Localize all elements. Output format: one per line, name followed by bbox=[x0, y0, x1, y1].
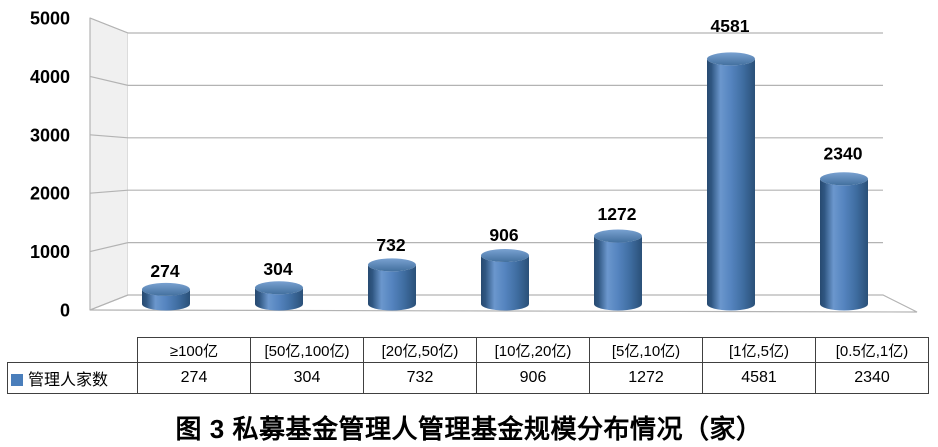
y-axis-tick-label: 3000 bbox=[30, 125, 70, 145]
table-header-cell: [5亿,10亿) bbox=[589, 337, 703, 363]
table-value-cell: 274 bbox=[137, 362, 251, 394]
y-axis-labels-group: 0 1000 2000 3000 4000 5000 bbox=[30, 9, 70, 321]
gridline-side-segment bbox=[89, 134, 129, 139]
table-header-cell: [1亿,5亿) bbox=[702, 337, 816, 363]
table-value-cell: 1272 bbox=[589, 362, 703, 394]
gridline-side-segment bbox=[89, 294, 129, 311]
table-value-cell: 2340 bbox=[815, 362, 929, 394]
bar-cylinder-top bbox=[707, 52, 755, 66]
bar-cylinder bbox=[368, 264, 416, 311]
table-value-cell: 906 bbox=[476, 362, 590, 394]
table-corner-cell bbox=[8, 338, 138, 363]
figure-title: 图 3 私募基金管理人管理基金规模分布情况（家） bbox=[175, 414, 763, 444]
bar-cylinder bbox=[820, 178, 868, 311]
side-wall bbox=[89, 17, 129, 311]
legend-marker-icon bbox=[11, 374, 23, 386]
table-value-cell: 4581 bbox=[702, 362, 816, 394]
bar-value-label: 4581 bbox=[711, 16, 750, 36]
gridline-side-segment bbox=[89, 189, 129, 194]
data-table: ≥100亿 [50亿,100亿) [20亿,50亿) [10亿,20亿) [5亿… bbox=[7, 337, 929, 394]
bar-cylinder bbox=[707, 58, 755, 311]
table-header-cell: ≥100亿 bbox=[137, 337, 251, 363]
bar-value-label: 304 bbox=[263, 259, 292, 279]
y-axis-tick-label: 0 bbox=[60, 301, 70, 321]
y-axis-tick-label: 4000 bbox=[30, 67, 70, 87]
series-label-cell: 管理人家数 bbox=[7, 362, 138, 394]
table-header-cell: [0.5亿,1亿) bbox=[815, 337, 929, 363]
bar-value-label: 906 bbox=[489, 225, 518, 245]
bar-value-label: 274 bbox=[150, 261, 179, 281]
bar-cylinder bbox=[481, 255, 529, 311]
bar-cylinder-top bbox=[368, 258, 416, 272]
bar-cylinder-top bbox=[481, 249, 529, 263]
series-name-label: 管理人家数 bbox=[28, 372, 109, 389]
table-header-cell: [10亿,20亿) bbox=[476, 337, 590, 363]
bar-cylinder bbox=[142, 289, 190, 311]
bar-cylinder-top bbox=[255, 281, 303, 295]
bar-cylinder bbox=[255, 287, 303, 311]
bar-cylinder bbox=[594, 235, 642, 311]
y-axis-tick-label: 1000 bbox=[30, 242, 70, 262]
table-header-cell: [20亿,50亿) bbox=[363, 337, 477, 363]
y-axis-tick-label: 2000 bbox=[30, 184, 70, 204]
bar-cylinder-top bbox=[820, 172, 868, 186]
chart-svg: 0 1000 2000 3000 4000 5000 274 304 732 906 1272 45… bbox=[30, 9, 918, 321]
y-axis-tick-label: 5000 bbox=[30, 9, 70, 29]
bar-cylinder-top bbox=[594, 229, 642, 243]
bar-value-label: 1272 bbox=[598, 204, 637, 224]
bar-cylinder-top bbox=[142, 282, 190, 296]
table-value-cell: 732 bbox=[363, 362, 477, 394]
bars-group: 274 304 732 906 1272 4581 2340 bbox=[142, 16, 868, 311]
bar-value-label: 732 bbox=[376, 235, 405, 255]
table-header-cell: [50亿,100亿) bbox=[250, 337, 364, 363]
gridlines-group bbox=[89, 17, 883, 311]
table-value-cell: 304 bbox=[250, 362, 364, 394]
gridline-side-segment bbox=[89, 242, 129, 253]
gridline-side-segment bbox=[89, 17, 129, 34]
gridline-side-segment bbox=[89, 75, 129, 86]
bar-value-label: 2340 bbox=[824, 144, 863, 164]
